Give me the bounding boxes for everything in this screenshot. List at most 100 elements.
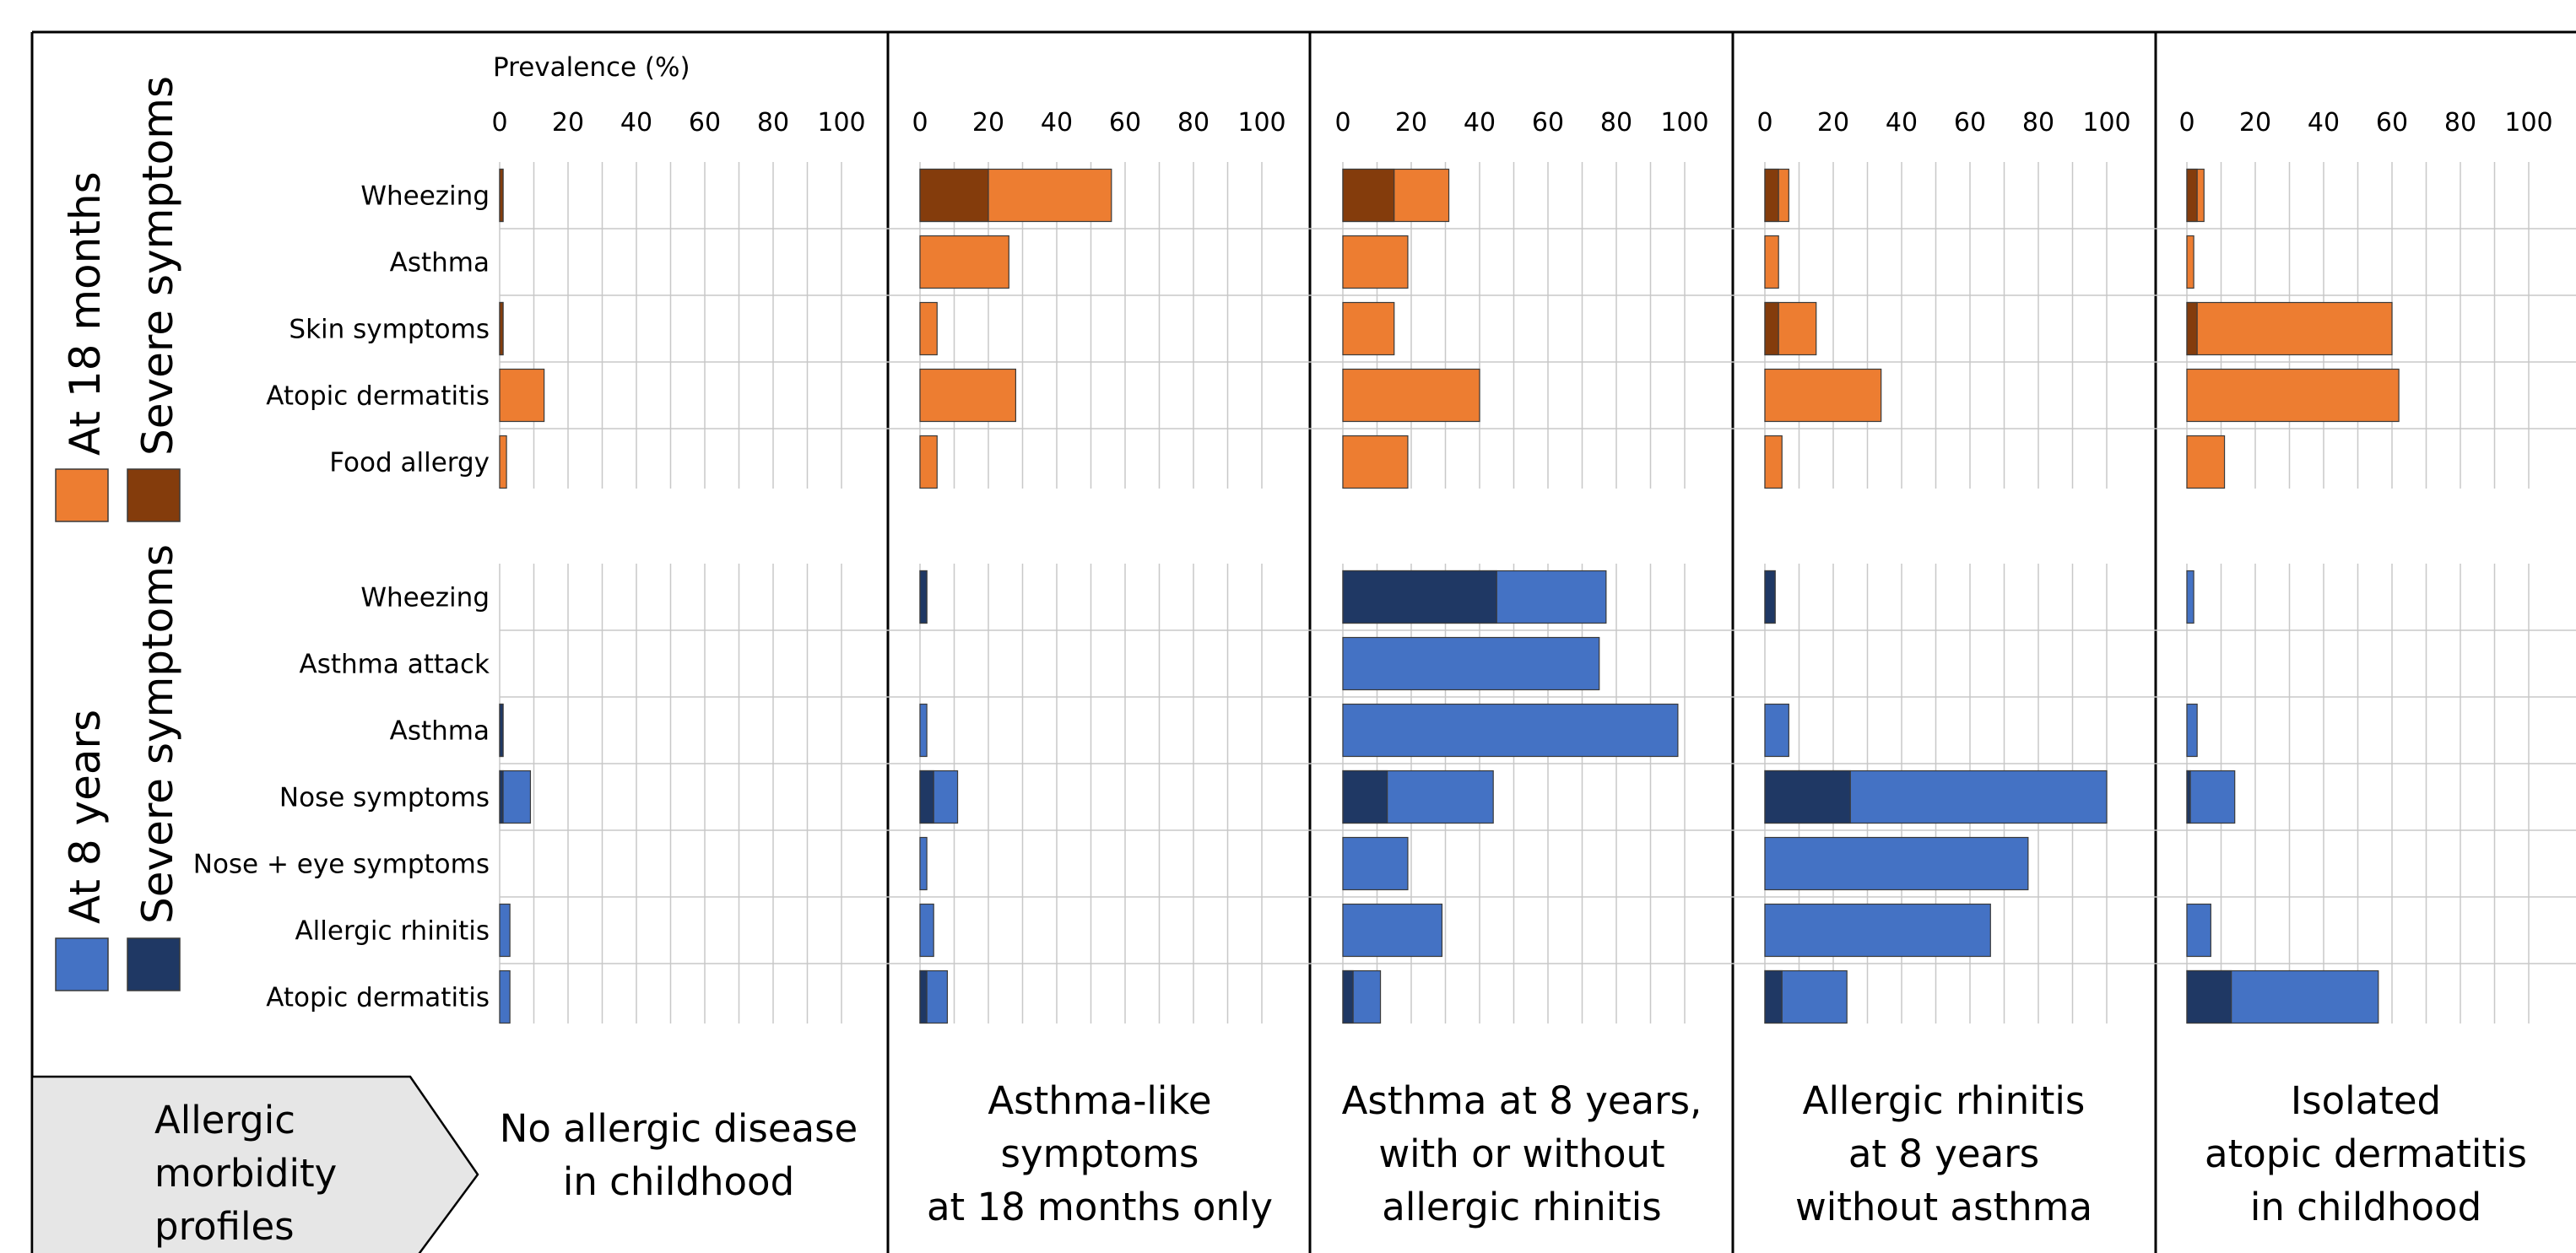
profile-title-5-line-3: in childhood [2250, 1185, 2481, 1229]
profile-title-1-line-2: in childhood [563, 1159, 794, 1204]
tick-label-panel4-20: 20 [1817, 108, 1849, 138]
bar-at-18-months-p3-skin-symptoms [1342, 301, 1395, 356]
legend-swatch-at-8-years [55, 937, 109, 991]
profiles-arrow-shape [30, 1075, 479, 1253]
bar-severe-at-8-years-p4-nose-symptoms [1764, 770, 1851, 824]
category-label-at-8-years-nose-symptoms: Nose symptoms [279, 783, 490, 813]
tick-label-panel1-40: 40 [620, 108, 652, 138]
tick-label-panel2-40: 40 [1041, 108, 1073, 138]
bar-severe-at-8-years-p5-atopic-dermatitis [2186, 969, 2232, 1024]
bar-severe-at-8-years-p1-asthma [499, 703, 504, 758]
tick-label-panel2-80: 80 [1177, 108, 1210, 138]
bar-at-8-years-p5-wheezing [2186, 570, 2194, 624]
tick-label-panel5-0: 0 [2178, 108, 2194, 138]
bar-at-18-months-p5-skin-symptoms [2186, 301, 2393, 356]
bar-at-18-months-p3-asthma [1342, 235, 1409, 289]
category-label-at-18-months-skin-symptoms: Skin symptoms [289, 315, 490, 345]
tick-label-panel5-80: 80 [2444, 108, 2476, 138]
bar-severe-at-8-years-p3-atopic-dermatitis [1342, 969, 1354, 1024]
bar-at-8-years-p3-asthma-attack [1342, 636, 1600, 691]
profile-title-1-line-1: No allergic disease [500, 1106, 858, 1151]
category-label-at-8-years-asthma: Asthma [390, 716, 490, 747]
bar-at-18-months-p2-skin-symptoms [919, 301, 938, 356]
tick-label-panel3-100: 100 [1660, 108, 1708, 138]
legend-label-severe-8-years: Severe symptoms [133, 544, 182, 924]
tick-label-panel5-40: 40 [2308, 108, 2340, 138]
profile-title-3-line-3: allergic rhinitis [1382, 1185, 1661, 1229]
category-label-at-8-years-asthma-attack: Asthma attack [299, 650, 490, 680]
bar-at-8-years-p3-allergic-rhinitis [1342, 903, 1443, 958]
tick-label-panel5-100: 100 [2504, 108, 2552, 138]
tick-label-panel5-60: 60 [2376, 108, 2408, 138]
bar-severe-at-18-months-p1-skin-symptoms [499, 301, 504, 356]
bar-severe-at-8-years-p2-atopic-dermatitis [919, 969, 928, 1024]
tick-label-panel4-100: 100 [2082, 108, 2130, 138]
bar-at-18-months-p4-food-allergy [1764, 435, 1783, 489]
bar-severe-at-18-months-p4-wheezing [1764, 168, 1779, 223]
bar-at-18-months-p4-atopic-dermatitis [1764, 368, 1882, 423]
profile-title-4-line-3: without asthma [1795, 1185, 2092, 1229]
tick-label-panel1-20: 20 [552, 108, 584, 138]
tick-label-panel1-60: 60 [689, 108, 721, 138]
profiles-label-line-2: morbidity [154, 1151, 337, 1196]
bar-at-18-months-p3-food-allergy [1342, 435, 1409, 489]
tick-label-panel2-100: 100 [1237, 108, 1285, 138]
legend-label-at-8-years: At 8 years [61, 710, 110, 924]
bar-at-18-months-p2-food-allergy [919, 435, 938, 489]
bar-severe-at-8-years-p2-wheezing [919, 570, 928, 624]
category-label-at-18-months-asthma: Asthma [390, 248, 490, 278]
tick-label-panel3-20: 20 [1395, 108, 1427, 138]
profile-title-5-line-2: atopic dermatitis [2205, 1131, 2527, 1176]
bar-at-8-years-p3-nose-eye-symptoms [1342, 836, 1409, 891]
profile-title-4-line-2: at 8 years [1848, 1131, 2039, 1176]
category-label-at-8-years-nose-eye-symptoms: Nose + eye symptoms [193, 850, 490, 880]
profile-title-2-line-1: Asthma-like [988, 1078, 1211, 1123]
legend-swatch-at-18-months [55, 468, 109, 522]
profile-title-2-line-2: symptoms [1001, 1131, 1199, 1176]
tick-label-panel1-0: 0 [491, 108, 507, 138]
bar-severe-at-18-months-p3-wheezing [1342, 168, 1395, 223]
category-label-at-8-years-atopic-dermatitis: Atopic dermatitis [266, 983, 490, 1013]
tick-label-panel4-80: 80 [2022, 108, 2054, 138]
bar-at-8-years-p3-asthma [1342, 703, 1679, 758]
bar-at-8-years-p5-nose-symptoms [2186, 770, 2236, 824]
bar-at-8-years-p2-allergic-rhinitis [919, 903, 934, 958]
bar-at-18-months-p5-atopic-dermatitis [2186, 368, 2400, 423]
bar-at-8-years-p5-allergic-rhinitis [2186, 903, 2211, 958]
profile-title-3-line-1: Asthma at 8 years, [1342, 1078, 1702, 1123]
bar-severe-at-18-months-p4-skin-symptoms [1764, 301, 1779, 356]
bar-severe-at-8-years-p1-nose-symptoms [499, 770, 504, 824]
x-axis-title: Prevalence (%) [493, 52, 690, 83]
bar-at-18-months-p5-food-allergy [2186, 435, 2226, 489]
bar-at-8-years-p1-atopic-dermatitis [499, 969, 511, 1024]
bar-at-8-years-p4-nose-eye-symptoms [1764, 836, 2029, 891]
bar-severe-at-8-years-p3-nose-symptoms [1342, 770, 1388, 824]
bar-severe-at-8-years-p2-nose-symptoms [919, 770, 934, 824]
bar-at-8-years-p4-allergic-rhinitis [1764, 903, 1991, 958]
bar-severe-at-18-months-p5-skin-symptoms [2186, 301, 2198, 356]
bar-at-8-years-p1-nose-symptoms [499, 770, 532, 824]
profile-title-5-line-1: Isolated [2291, 1078, 2441, 1123]
bar-at-18-months-p3-atopic-dermatitis [1342, 368, 1480, 423]
tick-label-panel3-40: 40 [1464, 108, 1496, 138]
profile-title-4-line-1: Allergic rhinitis [1803, 1078, 2086, 1123]
bar-severe-at-8-years-p3-wheezing [1342, 570, 1497, 624]
category-label-at-8-years-allergic-rhinitis: Allergic rhinitis [295, 916, 490, 947]
profiles-label-line-1: Allergic [154, 1098, 295, 1142]
bar-at-8-years-p2-asthma [919, 703, 928, 758]
tick-label-panel3-80: 80 [1600, 108, 1632, 138]
tick-label-panel4-0: 0 [1756, 108, 1772, 138]
bar-severe-at-18-months-p5-wheezing [2186, 168, 2198, 223]
tick-label-panel4-40: 40 [1886, 108, 1918, 138]
tick-label-panel4-60: 60 [1954, 108, 1986, 138]
tick-label-panel1-100: 100 [817, 108, 865, 138]
bar-at-8-years-p4-asthma [1764, 703, 1789, 758]
bar-severe-at-8-years-p4-atopic-dermatitis [1764, 969, 1783, 1024]
profiles-label-line-3: profiles [154, 1204, 295, 1249]
bar-at-8-years-p1-allergic-rhinitis [499, 903, 511, 958]
tick-label-panel2-60: 60 [1109, 108, 1141, 138]
bar-at-18-months-p4-asthma [1764, 235, 1779, 289]
legend-label-severe-18-months: Severe symptoms [133, 76, 182, 456]
bar-at-18-months-p2-asthma [919, 235, 1009, 289]
